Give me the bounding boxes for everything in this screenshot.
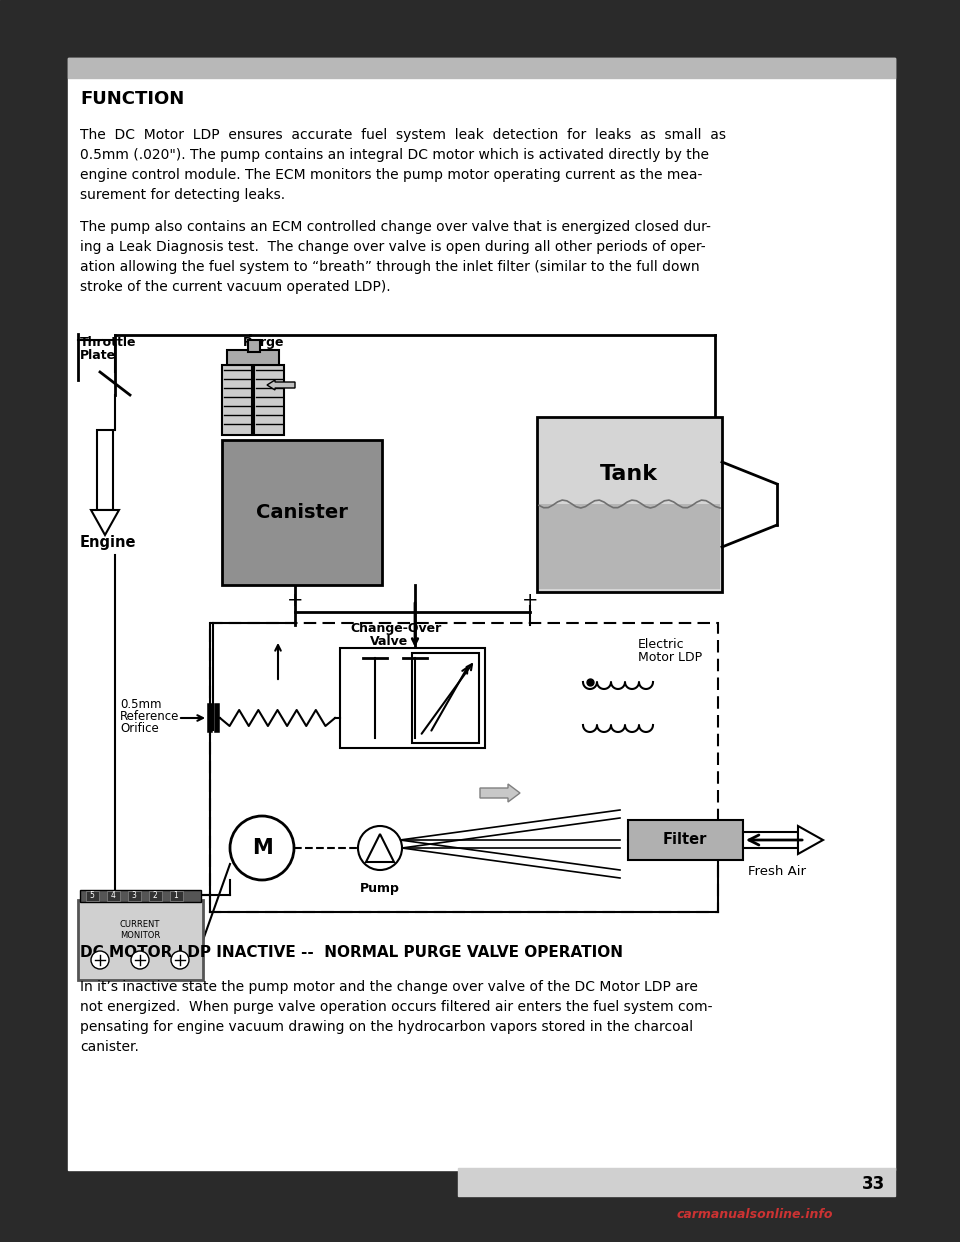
- Bar: [68, 58, 895, 78]
- Text: Fresh Air: Fresh Air: [748, 864, 806, 878]
- Bar: [210, 623, 718, 912]
- Bar: [86, 891, 99, 900]
- Bar: [254, 365, 284, 435]
- Text: Valve: Valve: [370, 635, 408, 648]
- Circle shape: [91, 951, 109, 969]
- Text: Change-Over: Change-Over: [350, 622, 442, 635]
- Text: Pump: Pump: [360, 882, 400, 895]
- Text: 3: 3: [132, 892, 136, 900]
- Text: 0.5mm (.020"). The pump contains an integral DC motor which is activated directl: 0.5mm (.020"). The pump contains an inte…: [80, 148, 709, 161]
- Text: The  DC  Motor  LDP  ensures  accurate  fuel  system  leak  detection  for  leak: The DC Motor LDP ensures accurate fuel s…: [80, 128, 726, 142]
- Text: DC MOTOR LDP INACTIVE --  NORMAL PURGE VALVE OPERATION: DC MOTOR LDP INACTIVE -- NORMAL PURGE VA…: [80, 945, 623, 960]
- Bar: [78, 900, 203, 980]
- Text: 33: 33: [862, 1175, 885, 1194]
- Text: Purge: Purge: [243, 337, 284, 349]
- Bar: [128, 891, 141, 900]
- Bar: [537, 417, 722, 592]
- FancyArrow shape: [480, 784, 520, 802]
- Polygon shape: [798, 826, 823, 854]
- Text: 0.5mm: 0.5mm: [120, 698, 161, 710]
- Text: The pump also contains an ECM controlled change over valve that is energized clo: The pump also contains an ECM controlled…: [80, 220, 710, 233]
- Bar: [248, 340, 260, 351]
- Text: carmanualsonline.info: carmanualsonline.info: [677, 1208, 833, 1221]
- Text: In it’s inactive state the pump motor and the change over valve of the DC Motor : In it’s inactive state the pump motor an…: [80, 980, 698, 994]
- Bar: [170, 891, 183, 900]
- Text: Orifice: Orifice: [120, 722, 158, 735]
- Text: ing a Leak Diagnosis test.  The change over valve is open during all other perio: ing a Leak Diagnosis test. The change ov…: [80, 240, 706, 255]
- Text: Engine: Engine: [80, 535, 136, 550]
- Text: canister.: canister.: [80, 1040, 139, 1054]
- Bar: [222, 440, 382, 585]
- Bar: [227, 350, 279, 365]
- Text: Motor LDP: Motor LDP: [638, 651, 702, 664]
- Text: pensating for engine vacuum drawing on the hydrocarbon vapors stored in the char: pensating for engine vacuum drawing on t…: [80, 1020, 693, 1035]
- Bar: [80, 891, 201, 902]
- Text: engine control module. The ECM monitors the pump motor operating current as the : engine control module. The ECM monitors …: [80, 168, 703, 183]
- Bar: [149, 891, 162, 900]
- Bar: [412, 653, 479, 743]
- Text: 1: 1: [174, 892, 179, 900]
- Text: Throttle: Throttle: [80, 337, 136, 349]
- Bar: [458, 1167, 895, 1196]
- Text: 4: 4: [110, 892, 115, 900]
- Circle shape: [171, 951, 189, 969]
- Text: stroke of the current vacuum operated LDP).: stroke of the current vacuum operated LD…: [80, 279, 391, 294]
- Text: not energized.  When purge valve operation occurs filtered air enters the fuel s: not energized. When purge valve operatio…: [80, 1000, 712, 1013]
- Text: ation allowing the fuel system to “breath” through the inlet filter (similar to : ation allowing the fuel system to “breat…: [80, 260, 700, 274]
- FancyArrow shape: [267, 380, 295, 390]
- Text: surement for detecting leaks.: surement for detecting leaks.: [80, 188, 285, 202]
- Text: CURRENT
MONITOR: CURRENT MONITOR: [120, 920, 160, 940]
- Circle shape: [230, 816, 294, 881]
- Bar: [222, 365, 252, 435]
- Text: Reference: Reference: [120, 710, 180, 723]
- Bar: [97, 430, 113, 510]
- Text: Tank: Tank: [600, 465, 658, 484]
- Polygon shape: [366, 833, 394, 862]
- Text: Valve: Valve: [243, 349, 281, 361]
- Text: 5: 5: [89, 892, 94, 900]
- Circle shape: [131, 951, 149, 969]
- Bar: [743, 832, 798, 848]
- Polygon shape: [91, 510, 119, 535]
- Circle shape: [358, 826, 402, 869]
- Bar: [539, 504, 720, 589]
- Bar: [68, 58, 895, 1170]
- Text: 2: 2: [153, 892, 157, 900]
- Bar: [340, 648, 485, 748]
- Text: M: M: [252, 838, 273, 858]
- Bar: [107, 891, 120, 900]
- Text: Electric: Electric: [638, 638, 684, 651]
- Bar: [628, 820, 743, 859]
- Text: Filter: Filter: [662, 832, 708, 847]
- Text: FUNCTION: FUNCTION: [80, 89, 184, 108]
- Text: Plate: Plate: [80, 349, 116, 361]
- Text: Canister: Canister: [256, 503, 348, 522]
- Text: +: +: [287, 590, 303, 610]
- Text: +: +: [521, 590, 539, 610]
